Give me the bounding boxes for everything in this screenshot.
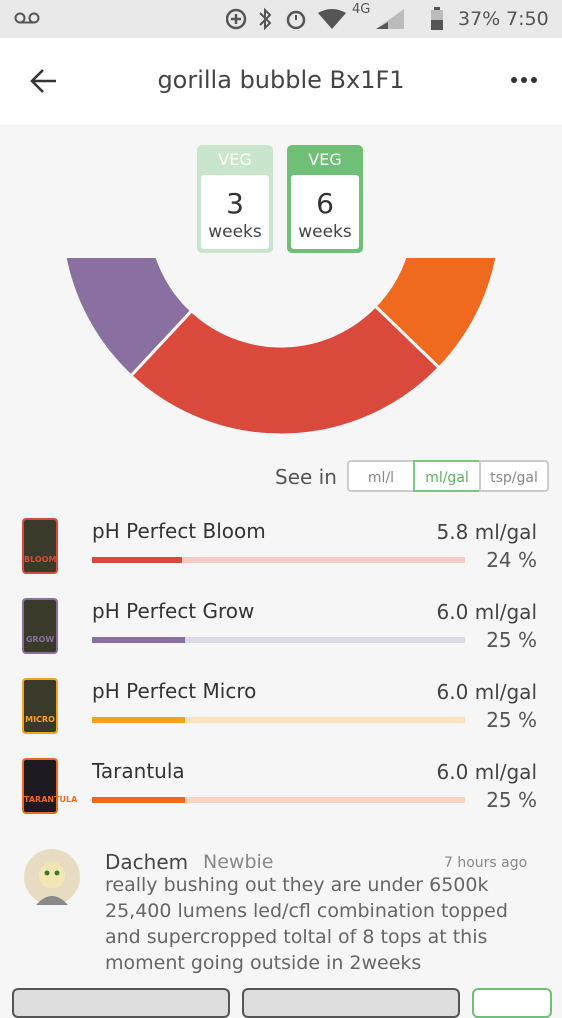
product-percent: 24 % [486,548,537,572]
unit-option-selected[interactable]: ml/gal [413,460,481,492]
bar-fill [92,557,182,563]
product-amount: 5.8 ml/gal [436,520,537,544]
product-name: pH Perfect Bloom [92,519,266,543]
product-icon: MICRO [22,678,58,734]
stage-card[interactable]: VEG 6 weeks [287,145,363,253]
menu-button[interactable] [510,76,540,84]
network: 4G [352,2,371,17]
product-icon: BLOOM [22,518,58,574]
status-bar: 4G 37% 7:50 [0,0,562,38]
comment-text: really bushing out they are under 6500k [105,874,489,896]
donut-segment [128,303,442,437]
unit-option[interactable]: ml/l [347,460,415,492]
units-label: See in [275,465,337,489]
avatar [24,849,80,905]
button[interactable] [472,988,552,1018]
product-name: Tarantula [92,759,185,783]
product-percent: 25 % [486,708,537,732]
product-icon-label: BLOOM [24,555,57,564]
stage-unit: weeks [208,222,262,242]
product-amount: 6.0 ml/gal [436,760,537,784]
stage-label: VEG [218,150,252,169]
comment-text: and supercropped toltal of 8 tops at thi… [105,926,488,948]
stage-box: 6 weeks [291,175,359,249]
stage-label: VEG [308,150,342,169]
product-percent: 25 % [486,788,537,812]
battery-icon [431,7,443,30]
comment-rank: Newbie [203,851,274,873]
product-icon: GROW [22,598,58,654]
comment-time: 7 hours ago [444,855,528,871]
back-button[interactable] [30,68,58,94]
product-icon-label: TARANTULA [24,795,78,804]
bar-track [92,717,465,723]
stage-number: 3 [226,187,244,220]
time: 7:50 [506,8,549,30]
product-name: pH Perfect Micro [92,679,257,703]
product-amount: 6.0 ml/gal [436,600,537,624]
product-icon: TARANTULA [22,758,78,814]
bar-track [92,637,465,643]
stage-box: 3 weeks [201,175,269,249]
unit-option[interactable]: tsp/gal [479,460,549,492]
voicemail-icon [14,12,40,24]
product-percent: 25 % [486,628,537,652]
donut-segment [373,258,499,370]
product-name: pH Perfect Grow [92,599,255,623]
bar-track [92,797,465,803]
stage-card[interactable]: VEG 3 weeks [197,145,273,253]
product-icon-label: GROW [25,635,55,644]
comment-text: moment going outside in 2weeks [105,952,422,974]
battery: 37% [458,8,501,30]
bar-fill [92,797,186,803]
comment-text: 25,400 lumens led/cfl combination topped [105,900,508,922]
donut-chart [63,258,499,437]
stage-number: 6 [316,187,334,220]
stage-unit: weeks [298,222,352,242]
bar-track [92,557,465,563]
product-amount: 6.0 ml/gal [436,680,537,704]
header: gorilla bubble Bx1F1 [0,38,562,125]
button[interactable] [12,988,230,1018]
bar-fill [92,637,186,643]
status-icons [226,7,404,31]
button[interactable] [242,988,460,1018]
product-icon-label: MICRO [25,715,55,724]
bar-fill [92,717,186,723]
title: gorilla bubble Bx1F1 [157,66,405,94]
comment-author[interactable]: Dachem [105,850,189,874]
